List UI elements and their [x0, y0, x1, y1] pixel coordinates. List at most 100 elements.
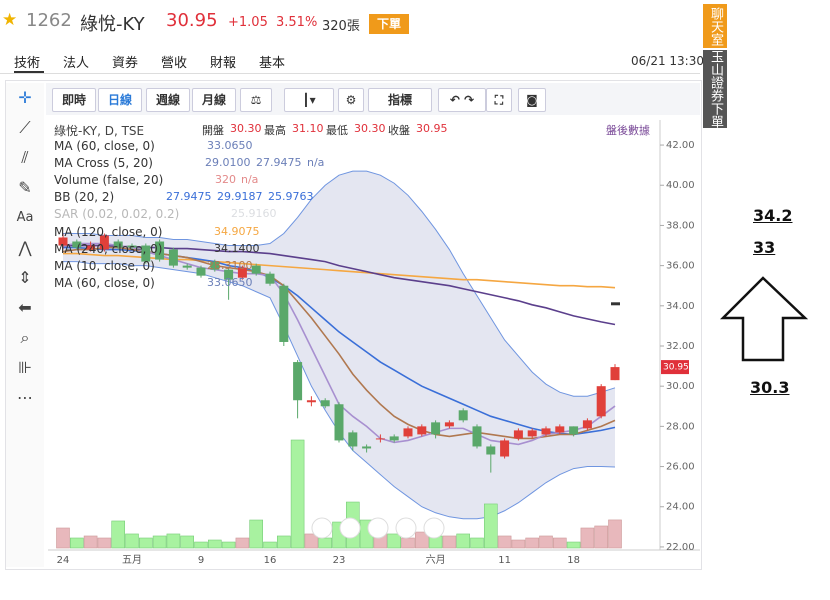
ohlc-value: 31.10 — [292, 122, 324, 135]
zoom-circle — [423, 517, 445, 539]
annotation: 33 — [753, 238, 776, 257]
candle-body — [486, 446, 496, 455]
candle-body — [58, 237, 68, 246]
indicator-value: 33.0650 — [207, 139, 253, 152]
volume-bar — [387, 533, 402, 549]
marker — [611, 302, 620, 306]
volume-bar — [525, 537, 540, 549]
x-tick-label: 23 — [333, 555, 346, 566]
zoom-button[interactable] — [423, 517, 445, 539]
broker-button[interactable]: 玉山證券下單 — [703, 50, 727, 128]
volume-bar — [83, 535, 98, 549]
tool[interactable]: ⋯ — [17, 388, 33, 407]
tool-button[interactable]: 即時 — [52, 88, 96, 112]
volume-bar — [497, 535, 512, 549]
tool[interactable]: ✎ — [18, 178, 32, 197]
zoom-button[interactable] — [339, 517, 361, 539]
x-tick-label: 9 — [198, 555, 204, 566]
chat-button[interactable]: 聊天室 — [703, 4, 727, 48]
indicator-label: MA (10, close, 0) — [54, 258, 155, 273]
tool[interactable]: ⬅ — [18, 298, 32, 317]
candle-body — [334, 404, 344, 441]
zoom-circle — [311, 517, 333, 539]
tab[interactable]: 法人 — [63, 56, 90, 71]
volume-bar — [470, 537, 484, 549]
volume-bar — [442, 535, 457, 549]
tool[interactable]: ⇕ — [18, 268, 32, 287]
tool-icon[interactable]: ⛶ — [486, 88, 512, 112]
tool-icon[interactable]: ┃▾ — [284, 88, 334, 112]
candle-body — [431, 422, 441, 435]
y-tick-label: 28.00 — [666, 421, 695, 432]
candle-body — [224, 269, 234, 280]
tool-icon[interactable]: ⚖ — [240, 88, 272, 112]
legend-symbol: 綠悅-KY, D, TSE — [54, 124, 145, 138]
tab[interactable]: 基本 — [259, 56, 286, 71]
ohlc-value: 30.30 — [230, 122, 262, 135]
tab[interactable]: 財報 — [210, 56, 237, 71]
y-tick-label: 26.00 — [666, 462, 695, 473]
candle-body — [596, 386, 606, 417]
indicator-value: n/a — [307, 156, 325, 170]
after-hours: 盤後數據 — [606, 124, 650, 137]
volume-bar — [594, 525, 609, 549]
tool[interactable]: Aa — [16, 210, 34, 225]
tab[interactable]: 營收 — [161, 56, 188, 71]
tool-icon[interactable]: ↶ ↷ — [438, 88, 486, 112]
zoom-circle — [339, 517, 361, 539]
star[interactable]: ★ — [2, 10, 18, 30]
candle-body — [306, 400, 316, 403]
tool[interactable]: ⟋ — [19, 118, 31, 137]
zoom-button[interactable] — [395, 517, 417, 539]
tool[interactable]: ⫽ — [21, 148, 29, 167]
y-tick-label: 24.00 — [666, 502, 695, 513]
last-price-label: 30.95 — [663, 363, 689, 373]
candle-body — [320, 400, 330, 407]
order-button[interactable]: 下單 — [369, 14, 409, 34]
candle-body — [168, 249, 178, 266]
tool-button[interactable]: 月線 — [192, 88, 236, 112]
y-tick-label: 30.00 — [666, 381, 695, 392]
tab[interactable]: 資券 — [112, 56, 139, 71]
tool[interactable]: ⋀ — [18, 238, 32, 257]
tool-icon[interactable]: ⚙ — [338, 88, 364, 112]
indicator-value: 27.9475 — [256, 156, 302, 170]
tool-button[interactable]: 週線 — [146, 88, 190, 112]
volume-bar — [56, 527, 70, 549]
indicator-value: 25.9160 — [231, 207, 277, 221]
candle-body — [375, 438, 385, 440]
zoom-circle — [395, 517, 417, 539]
zoom-circle — [367, 517, 389, 539]
x-tick-label: 六月 — [426, 554, 446, 566]
candle-body — [127, 245, 137, 248]
volume-bar — [580, 527, 595, 549]
indicator-label: BB (20, 2) — [54, 190, 115, 205]
tool[interactable]: ⌕ — [20, 328, 30, 347]
ohlc-label: 最低 — [326, 124, 348, 137]
last-price-tag — [661, 360, 689, 375]
zoom-button[interactable] — [311, 517, 333, 539]
indicator-value: n/a — [241, 173, 259, 187]
candle-body — [182, 265, 192, 268]
tool-button[interactable]: 指標 — [368, 88, 432, 112]
tool-button[interactable]: 日線 — [98, 88, 142, 112]
candle-body — [293, 362, 303, 401]
y-tick-label: 40.00 — [666, 180, 695, 191]
tool-label: 指標 — [387, 93, 412, 107]
tab[interactable]: 技術 — [14, 56, 41, 71]
volume-bar — [235, 537, 250, 549]
x-tick-label: 18 — [567, 555, 580, 566]
volume-bar — [194, 541, 208, 549]
indicator-label: MA (60, close, 0) — [54, 139, 155, 153]
volume-bar — [97, 537, 112, 549]
x-tick-label: 16 — [264, 555, 277, 566]
tool[interactable]: ✛ — [18, 88, 32, 107]
tool-icon[interactable]: ◙ — [518, 88, 546, 112]
zoom-button[interactable] — [367, 517, 389, 539]
tool[interactable]: ⊪ — [18, 358, 32, 377]
candle-body — [279, 285, 289, 342]
volume-bar — [318, 537, 333, 549]
y-tick-label: 22.00 — [666, 542, 695, 553]
candle-body — [237, 267, 247, 278]
